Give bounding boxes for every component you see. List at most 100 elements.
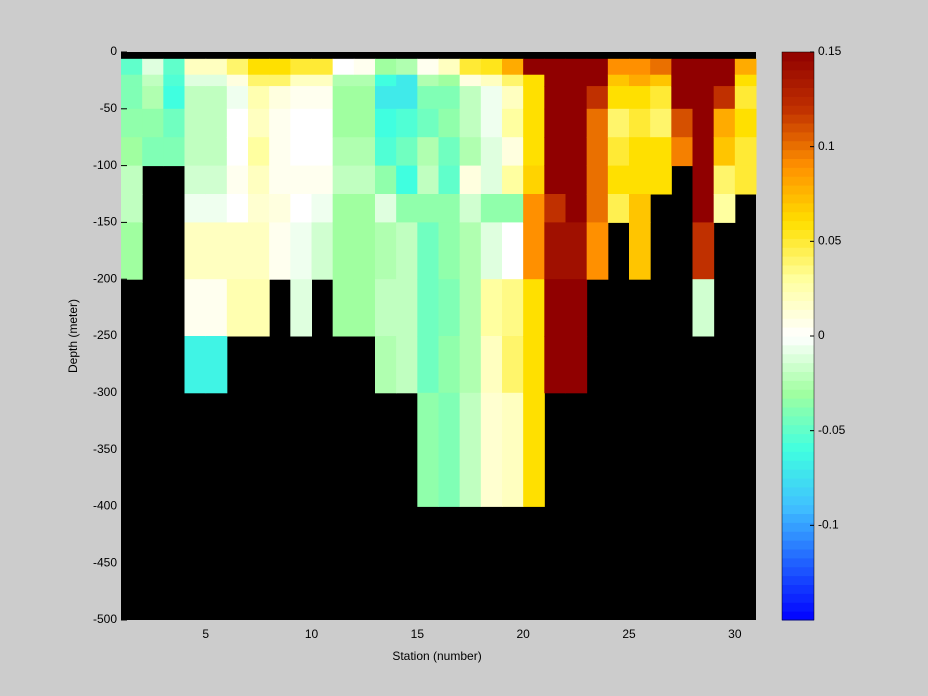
colorbar-swatch (782, 167, 814, 177)
heatmap-cell (480, 279, 503, 337)
heatmap-cell (713, 58, 736, 76)
colorbar-swatch (782, 273, 814, 284)
heatmap-cell (375, 336, 397, 394)
heatmap-cell (692, 279, 715, 337)
heatmap-cell (586, 222, 609, 280)
colorbar-swatch (782, 131, 814, 142)
heatmap-cell (121, 165, 143, 195)
colorbar-tick-label: 0 (818, 328, 825, 342)
colorbar-swatch (782, 407, 814, 417)
colorbar-swatch (782, 424, 814, 435)
heatmap-cell (438, 336, 461, 394)
heatmap-cell (438, 392, 461, 507)
heatmap-cell (734, 137, 757, 167)
heatmap-cell (353, 165, 376, 195)
heatmap-cell (332, 108, 355, 138)
heatmap-cell (205, 165, 228, 195)
heatmap-cell (692, 74, 715, 87)
heatmap-cell (586, 74, 609, 87)
heatmap-cell (311, 74, 334, 87)
heatmap-cell (290, 108, 312, 138)
heatmap-cell (565, 58, 588, 76)
colorbar-swatch (782, 327, 814, 337)
heatmap-cell (734, 74, 757, 87)
heatmap-cell (417, 108, 439, 138)
colorbar-swatch (782, 140, 814, 151)
colorbar-swatch (782, 78, 814, 88)
heatmap-cell (438, 74, 461, 87)
y-tick-label: 0 (110, 44, 117, 58)
colorbar-swatch (782, 69, 814, 80)
heatmap-cell (311, 165, 334, 195)
heatmap-cell (650, 137, 672, 167)
heatmap-cell (121, 194, 143, 223)
heatmap-cell (523, 336, 545, 394)
heatmap-cell (438, 279, 461, 337)
heatmap-cell (650, 74, 672, 87)
colorbar-swatch (782, 566, 814, 577)
heatmap-cell (459, 137, 482, 167)
heatmap-cell (713, 108, 736, 138)
colorbar-tick-label: -0.05 (818, 423, 846, 437)
heatmap-cell (544, 108, 566, 138)
heatmap-cell (650, 165, 672, 195)
colorbar-swatch (782, 593, 814, 603)
heatmap-cell (502, 194, 524, 223)
heatmap-cell (248, 74, 270, 87)
heatmap-cell (163, 108, 185, 138)
heatmap-cell (480, 108, 503, 138)
heatmap-cell (438, 165, 461, 195)
heatmap-cell (650, 86, 672, 110)
heatmap-cell (163, 74, 185, 87)
heatmap-cell (713, 194, 736, 223)
heatmap-cell (226, 194, 249, 223)
x-tick-label: 25 (622, 627, 636, 641)
heatmap-cell (438, 137, 461, 167)
heatmap-cell (396, 194, 418, 223)
heatmap-cell (523, 86, 545, 110)
heatmap-cell (671, 58, 693, 76)
heatmap-cell (629, 222, 651, 280)
heatmap-cell (692, 86, 715, 110)
heatmap-cell (396, 108, 418, 138)
heatmap-cell (459, 108, 482, 138)
heatmap-cell (353, 279, 376, 337)
colorbar-swatch (782, 220, 814, 230)
heatmap-cell (269, 137, 291, 167)
heatmap-cell (226, 165, 249, 195)
heatmap-cell (565, 165, 588, 195)
heatmap-cell (544, 194, 566, 223)
heatmap-cell (523, 392, 545, 507)
heatmap-cell (734, 165, 757, 195)
colorbar-swatch (782, 451, 814, 461)
heatmap-cell (332, 74, 355, 87)
heatmap-cell (269, 165, 291, 195)
heatmap-cell (121, 58, 143, 76)
heatmap-cell (142, 108, 164, 138)
heatmap-cell (523, 58, 545, 76)
heatmap-cell (205, 108, 228, 138)
heatmap-cell (184, 194, 207, 223)
heatmap-cell (502, 58, 524, 76)
heatmap-cell (607, 86, 630, 110)
heatmap-cell (417, 58, 439, 76)
heatmap-cell (417, 279, 439, 337)
heatmap-cell (205, 336, 228, 394)
heatmap-cell (248, 108, 270, 138)
heatmap-cell (692, 222, 715, 280)
colorbar-swatch (782, 229, 814, 239)
heatmap-cell (480, 194, 503, 223)
heatmap-cell (523, 165, 545, 195)
heatmap-cell (142, 137, 164, 167)
heatmap-cell (184, 86, 207, 110)
y-tick-label: -450 (93, 555, 117, 569)
heatmap-cell (629, 86, 651, 110)
x-tick-label: 10 (305, 627, 319, 641)
heatmap-cell (311, 86, 334, 110)
heatmap-cell (248, 137, 270, 167)
heatmap-cell (734, 86, 757, 110)
heatmap-cell (671, 137, 693, 167)
x-tick-label: 20 (516, 627, 530, 641)
colorbar-swatch (782, 336, 814, 346)
